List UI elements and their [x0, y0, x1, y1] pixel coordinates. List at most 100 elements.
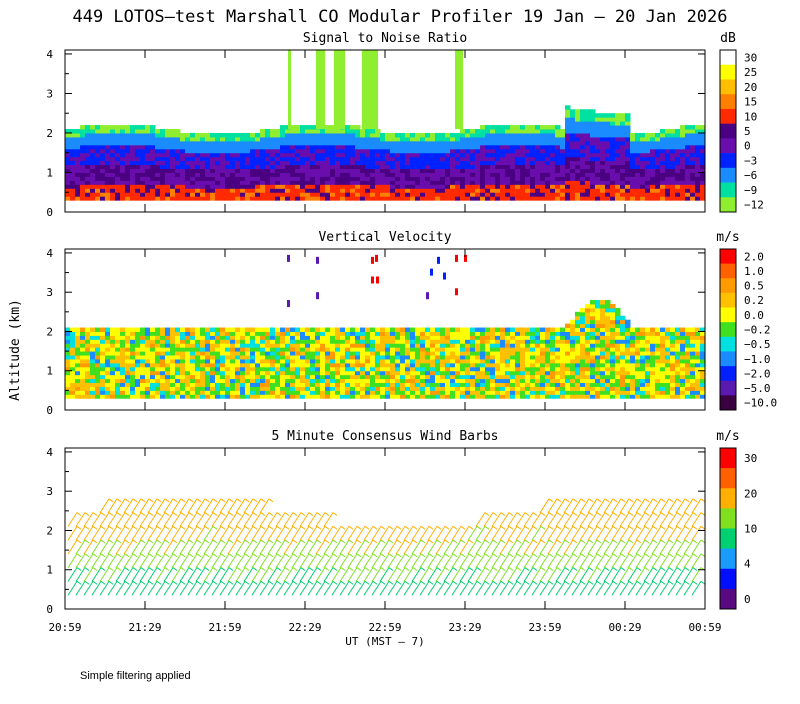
snr-cell — [225, 165, 231, 169]
snr-cell — [305, 176, 311, 180]
snr-cell — [85, 192, 91, 196]
snr-cell — [300, 169, 306, 173]
vv-cell — [295, 355, 301, 359]
vv-cell — [125, 371, 131, 375]
vv-cell — [640, 379, 646, 383]
vv-cell — [600, 386, 606, 390]
vv-cell — [210, 335, 216, 339]
vv-cell — [520, 371, 526, 375]
snr-cell — [115, 133, 121, 137]
snr-cell — [325, 176, 331, 180]
snr-cell — [560, 133, 566, 137]
snr-cell — [505, 161, 511, 165]
snr-cell — [515, 129, 521, 133]
vv-cell — [605, 312, 611, 316]
vv-cell — [285, 390, 291, 394]
snr-cell — [225, 161, 231, 165]
snr-cell — [265, 137, 271, 141]
vv-cell — [310, 375, 316, 379]
vv-cell — [595, 371, 601, 375]
vv-cell — [205, 394, 211, 398]
snr-cell — [635, 192, 641, 196]
snr-cell — [155, 169, 161, 173]
snr-cell — [625, 161, 631, 165]
vv-cell — [205, 351, 211, 355]
vv-cell — [135, 367, 141, 371]
vv-cell — [120, 390, 126, 394]
vv-cell — [435, 394, 441, 398]
vv-cell — [220, 367, 226, 371]
vv-cell — [505, 394, 511, 398]
vv-cell — [165, 335, 171, 339]
vv-cell — [80, 359, 86, 363]
vv-cell — [390, 371, 396, 375]
vv-cell — [280, 375, 286, 379]
vv-cell — [540, 394, 546, 398]
vv-cell — [195, 386, 201, 390]
snr-cell — [140, 137, 146, 141]
vv-cell — [415, 379, 421, 383]
snr-cell — [400, 180, 406, 184]
snr-spike — [362, 50, 378, 129]
snr-cell — [320, 153, 326, 157]
vv-cell — [235, 394, 241, 398]
vv-cell — [90, 347, 96, 351]
vv-cell — [280, 331, 286, 335]
vv-cell — [675, 347, 681, 351]
vv-cell — [415, 343, 421, 347]
vv-cell — [350, 367, 356, 371]
vv-cell — [675, 394, 681, 398]
snr-cell — [580, 196, 586, 200]
vv-cell — [95, 394, 101, 398]
snr-cell — [185, 157, 191, 161]
snr-cell — [290, 145, 296, 149]
vv-cell — [455, 371, 461, 375]
vv-cell — [315, 331, 321, 335]
vv-cell — [170, 363, 176, 367]
vv-cell — [570, 383, 576, 387]
vv-cell — [90, 383, 96, 387]
vv-cell — [280, 371, 286, 375]
snr-cell — [520, 165, 526, 169]
snr-cell — [290, 149, 296, 153]
vv-cell — [450, 347, 456, 351]
snr-cell — [620, 161, 626, 165]
vv-cell — [175, 351, 181, 355]
snr-cell — [450, 192, 456, 196]
snr-cell — [665, 188, 671, 192]
vv-cell — [535, 371, 541, 375]
snr-cell — [615, 161, 621, 165]
vv-cell — [210, 379, 216, 383]
snr-cell — [340, 129, 346, 133]
snr-cell — [235, 172, 241, 176]
vv-cell — [310, 359, 316, 363]
vv-cell — [85, 339, 91, 343]
snr-cell — [125, 145, 131, 149]
colorbar-label: −10.0 — [744, 397, 777, 410]
vv-cell — [555, 375, 561, 379]
snr-cell — [115, 145, 121, 149]
snr-cell — [180, 180, 186, 184]
snr-cell — [365, 145, 371, 149]
vv-cell — [645, 343, 651, 347]
snr-cell — [565, 125, 571, 129]
snr-cell — [320, 192, 326, 196]
vv-cell — [195, 367, 201, 371]
snr-cell — [360, 184, 366, 188]
snr-cell — [110, 169, 116, 173]
vv-cell — [460, 328, 466, 332]
vv-cell — [225, 379, 231, 383]
vv-cell — [495, 351, 501, 355]
vv-cell — [495, 355, 501, 359]
vv-cell — [295, 339, 301, 343]
snr-cell — [240, 141, 246, 145]
snr-cell — [465, 196, 471, 200]
snr-cell — [495, 137, 501, 141]
snr-cell — [590, 165, 596, 169]
vv-cell — [290, 375, 296, 379]
vv-cell — [200, 367, 206, 371]
snr-cell — [500, 137, 506, 141]
vv-cell — [255, 394, 261, 398]
snr-cell — [240, 149, 246, 153]
vv-cell — [600, 320, 606, 324]
